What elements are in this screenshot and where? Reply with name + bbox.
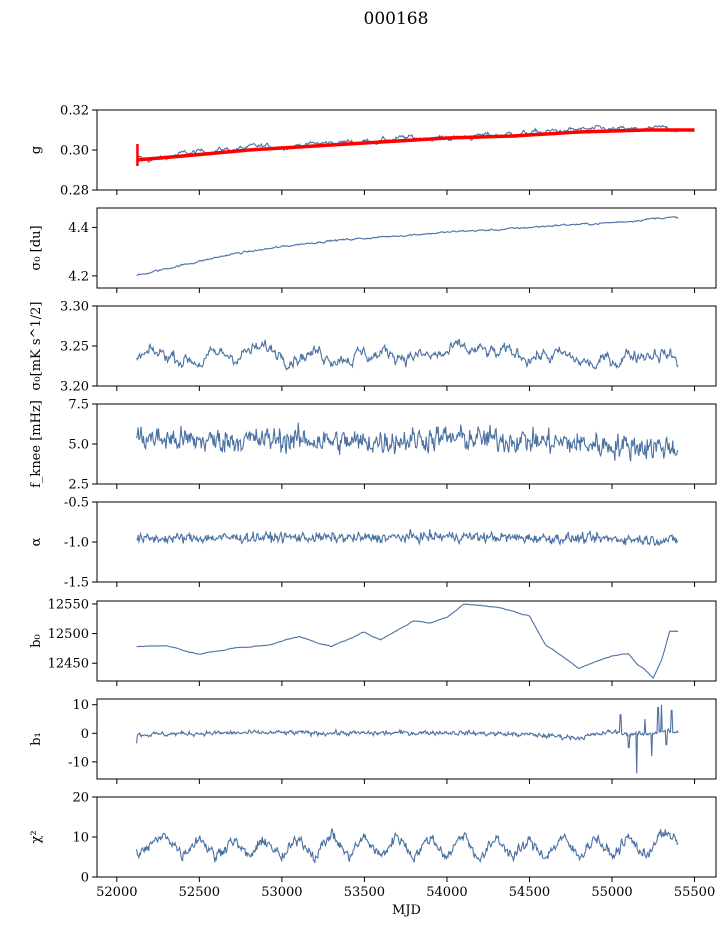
y-tick-label: 12500 xyxy=(48,627,89,642)
y-tick-label: 3.30 xyxy=(60,300,89,315)
y-tick-label: 10 xyxy=(72,698,89,713)
y-tick-label: 0.32 xyxy=(60,104,89,119)
panel-1: 0.28 0.30 0.32 g xyxy=(29,104,717,199)
y-tick-label: 4.2 xyxy=(68,269,89,284)
axes-frame xyxy=(96,698,717,780)
y-axis-label: σ₀[mK s^1/2] xyxy=(29,302,44,391)
series-line xyxy=(136,216,679,277)
panel-8: 0 10 20 χ² 52000 52500 53000 53500 54000 54500 550… xyxy=(29,791,717,918)
series-line xyxy=(136,124,679,164)
series-line xyxy=(136,529,679,547)
x-tick-label: 52000 xyxy=(96,885,137,900)
x-tick-label: 52500 xyxy=(179,885,220,900)
y-tick-label: 3.20 xyxy=(60,380,89,395)
figure-title: 000168 xyxy=(364,9,429,29)
series-line xyxy=(136,603,679,680)
y-axis-label: g xyxy=(29,146,44,154)
y-tick-label: 12450 xyxy=(48,657,89,672)
panel-5: -1.5 -1.0 -0.5 α xyxy=(29,496,717,591)
panel-4: 2.5 5.0 7.5 f_knee [mHz] xyxy=(29,398,717,493)
y-tick-label: 5.0 xyxy=(68,438,89,453)
series-line xyxy=(136,422,679,462)
x-tick-label: 53500 xyxy=(344,885,385,900)
axes-frame xyxy=(96,796,717,878)
x-tick-label: 54000 xyxy=(426,885,467,900)
panel-7: -10 0 10 b₁ xyxy=(29,698,717,784)
y-tick-label: 7.5 xyxy=(68,398,89,413)
y-tick-label: -0.5 xyxy=(64,496,89,511)
y-tick-label: 3.25 xyxy=(60,340,89,355)
axes-frame xyxy=(96,207,717,289)
series-line xyxy=(136,338,679,371)
series-line xyxy=(136,827,679,864)
y-tick-label: -1.5 xyxy=(64,576,89,591)
y-tick-label: 12550 xyxy=(48,597,89,612)
y-tick-label: 0.30 xyxy=(60,144,89,159)
y-tick-label: 4.4 xyxy=(68,221,89,236)
y-tick-label: 0.28 xyxy=(60,184,89,199)
x-tick-label: 55500 xyxy=(674,885,715,900)
y-axis-label: α xyxy=(29,537,44,546)
axes-frame xyxy=(96,600,717,682)
x-tick-label: 54500 xyxy=(509,885,550,900)
y-tick-label: -1.0 xyxy=(64,536,89,551)
panel-3: 3.20 3.25 3.30 σ₀[mK s^1/2] xyxy=(29,300,717,395)
y-tick-label: 2.5 xyxy=(68,478,89,493)
axes-frame xyxy=(96,305,717,387)
series-line xyxy=(136,704,679,774)
fit-line xyxy=(136,128,695,162)
y-tick-label: 0 xyxy=(81,727,89,742)
y-axis-label: b₀ xyxy=(29,634,44,648)
y-axis-label: χ² xyxy=(29,830,44,843)
x-tick-label: 55000 xyxy=(591,885,632,900)
x-tick-label: 53000 xyxy=(261,885,302,900)
y-tick-label: 0 xyxy=(81,871,89,886)
y-tick-label: 20 xyxy=(72,791,89,806)
x-axis-label: MJD xyxy=(392,903,421,918)
y-tick-label: 10 xyxy=(72,831,89,846)
y-axis-label: b₁ xyxy=(29,732,44,746)
y-axis-label: σ₀ [du] xyxy=(29,225,44,270)
y-tick-label: -10 xyxy=(68,755,89,770)
panel-6: 12450 12500 12550 b₀ xyxy=(29,597,717,686)
y-axis-label: f_knee [mHz] xyxy=(29,400,44,488)
panel-2: 4.2 4.4 σ₀ [du] xyxy=(29,207,717,293)
axes-frame xyxy=(96,109,717,191)
